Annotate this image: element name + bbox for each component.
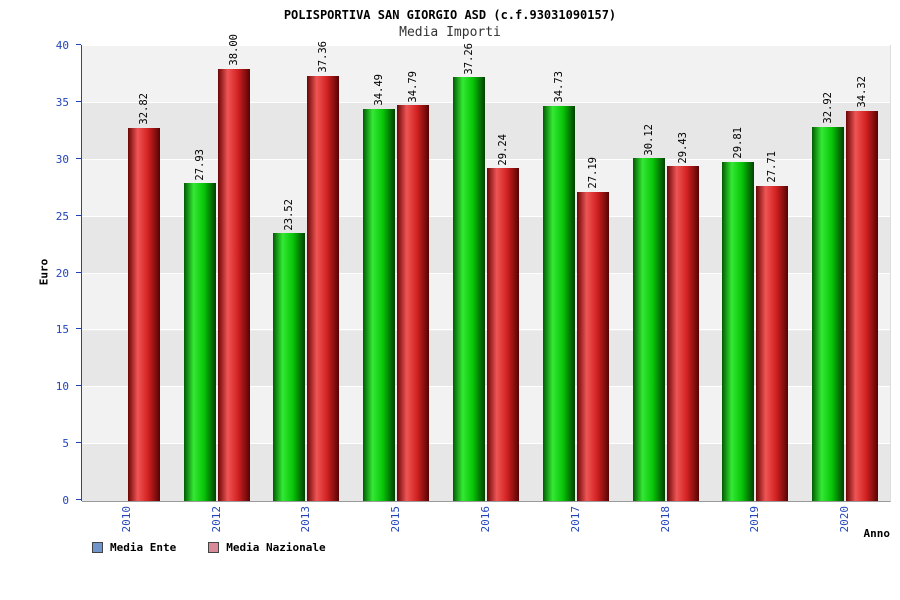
bar-media-ente [183,183,216,501]
plot-area: 32.82 27.93 38.00 23.52 37.36 34.49 34.79 37.26… [82,34,891,502]
x-tick-label: 2018 [658,506,672,533]
bar-media-nazionale [846,110,879,501]
y-tick-label: 25 [55,209,69,223]
gridline [82,215,890,217]
x-tick-label: 2016 [479,506,492,533]
legend-item: Media Nazionale [208,541,326,554]
bar-media-ente [363,108,396,501]
x-tick-label: 2013 [299,506,313,533]
bar-value-label: 27.71 [766,151,779,183]
x-tick-label: 2019 [748,506,762,533]
chart-title: POLISPORTIVA SAN GIORGIO ASD (c.f.930310… [283,8,617,22]
bar-media-ente [632,158,665,501]
legend-swatch [92,542,103,553]
bar-media-nazionale [487,168,519,501]
bar-media-ente [722,161,755,501]
y-tick-mark [76,385,81,387]
bar-media-nazionale [217,68,250,501]
y-tick-mark [76,157,81,159]
gridline [82,101,890,103]
y-tick-mark [76,442,81,444]
bar-media-nazionale [127,127,160,501]
bar-media-nazionale [397,105,430,501]
legend-swatch [208,542,220,553]
bar-media-ente [812,126,845,501]
bar-value-label: 27.93 [193,148,206,181]
bar-value-label: 34.79 [407,70,420,103]
legend-label: Media Ente [110,541,177,554]
x-tick-label: 2015 [389,506,403,533]
bar-media-ente [542,105,575,501]
x-tick-label: 2010 [119,506,133,533]
y-tick-mark [76,271,81,273]
gridline [82,443,890,445]
y-axis: 0 5 10 15 20 25 30 35 40 [0,39,81,507]
bar-value-label: 38.00 [227,34,240,66]
y-tick-label: 10 [55,380,69,394]
gridline [82,386,890,388]
bar-value-label: 37.36 [317,41,330,74]
bar-value-label: 32.92 [822,91,835,124]
y-tick-mark [76,328,81,330]
bar-value-label: 30.12 [642,123,655,156]
y-tick-label: 0 [62,494,69,507]
bar-value-label: 29.81 [732,127,745,159]
y-tick-label: 30 [55,152,69,166]
x-axis-title: Anno [863,527,891,540]
bar-media-nazionale [666,166,699,501]
y-tick-mark [76,214,81,216]
legend-item: Media Ente [92,541,176,554]
y-tick-label: 15 [55,323,69,337]
y-tick-mark [76,44,81,45]
bar-media-nazionale [307,76,340,501]
bar-value-label: 34.49 [373,74,386,106]
y-tick-label: 35 [55,95,69,109]
y-tick-label: 5 [62,437,69,451]
y-tick-mark [76,499,81,500]
chart-subtitle: Media Importi [399,25,501,40]
x-tick-label: 2012 [209,506,223,533]
bar-media-ente [273,233,306,501]
bar-media-ente [453,77,485,501]
x-tick-label: 2017 [568,506,582,533]
gridline [82,45,890,46]
bar-value-label: 23.52 [283,198,296,231]
bar-value-label: 27.19 [586,157,599,189]
gridline [82,272,890,274]
legend-label: Media Nazionale [226,541,326,554]
legend: Media Ente Media Nazionale [92,541,326,554]
bar-value-label: 32.82 [137,93,150,125]
bar-media-nazionale [576,191,609,501]
y-tick-label: 40 [55,39,69,52]
y-tick-label: 20 [55,266,69,280]
bar-value-label: 29.24 [497,133,509,166]
bar-value-label: 34.32 [856,76,869,108]
bar-value-label: 37.26 [463,42,475,75]
x-tick-label: 2020 [838,506,852,533]
y-axis-line [81,45,82,501]
gridline [82,158,890,160]
bar-value-label: 34.73 [552,71,565,103]
gridline [82,329,890,331]
y-tick-mark [76,100,81,102]
bar-value-label: 29.43 [676,131,689,164]
bar-media-nazionale [756,185,789,501]
